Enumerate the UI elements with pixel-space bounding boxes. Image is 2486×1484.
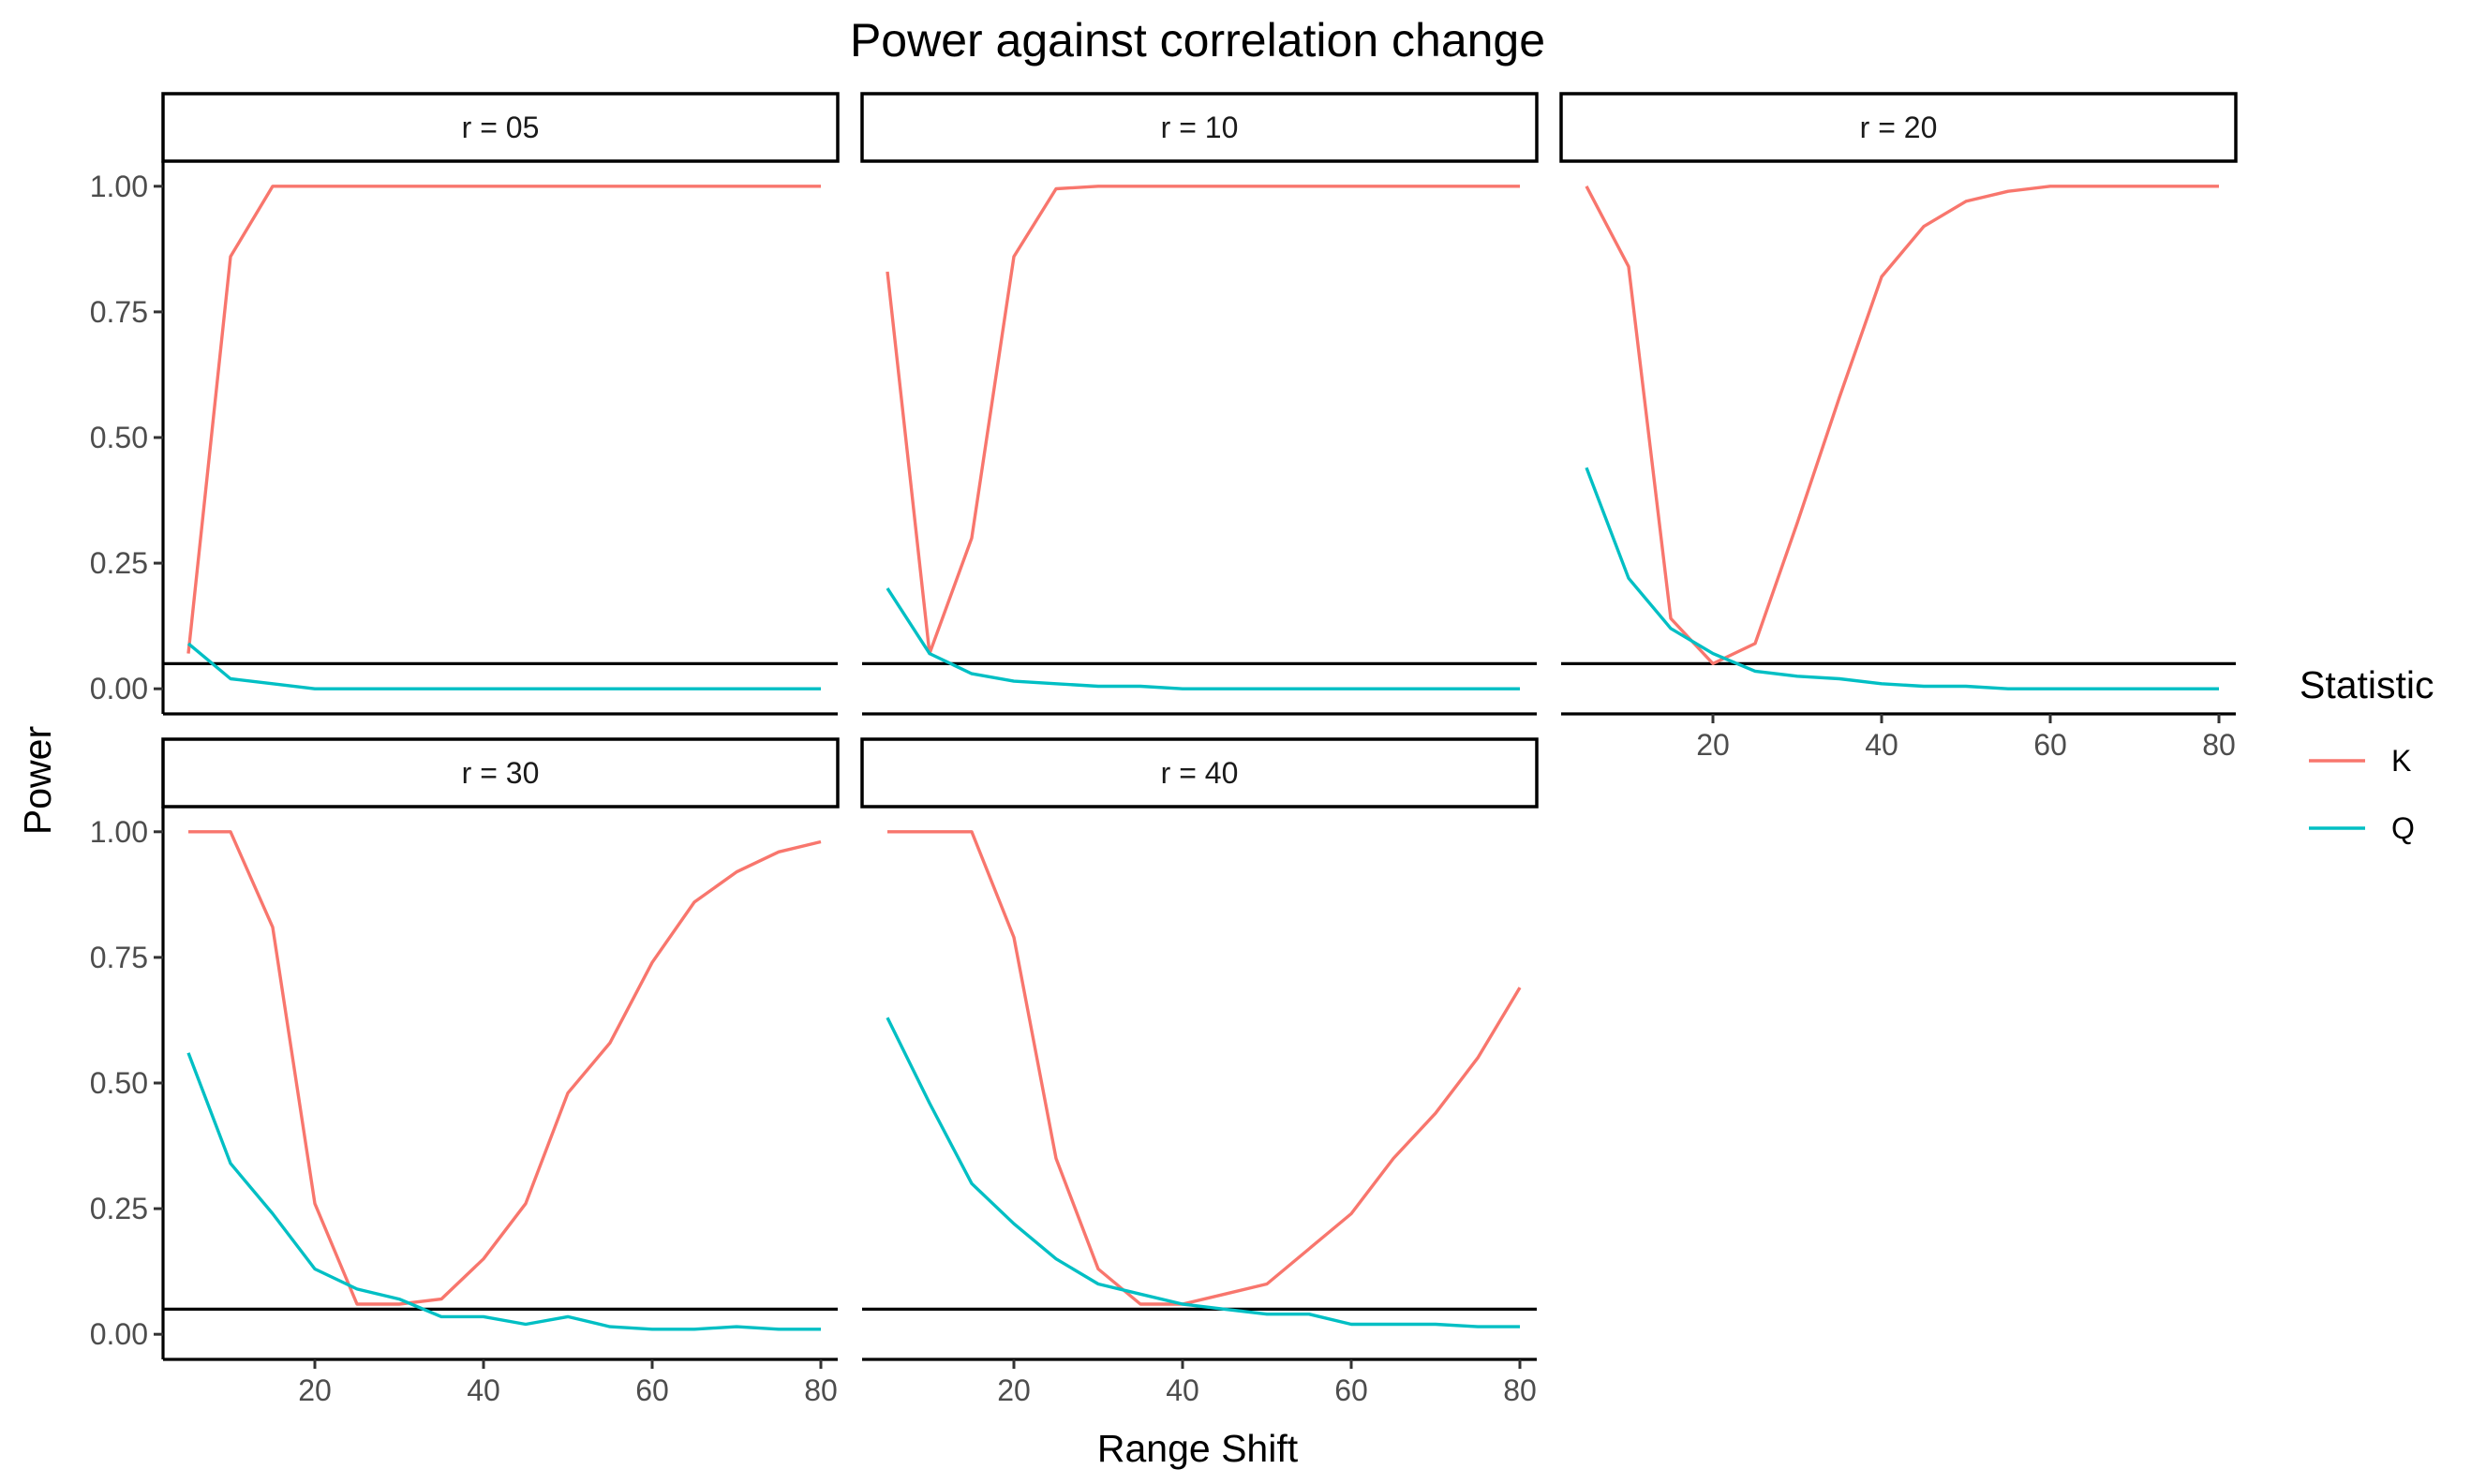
series-line-k [1585, 185, 2219, 666]
series-line-k [886, 185, 1520, 656]
y-tick-label: 0.50 [90, 421, 148, 454]
series-line-q [886, 1017, 1520, 1328]
panel-3: r = 20 20 40 60 80 [1559, 92, 2238, 762]
panel-strip-label: r = 30 [462, 756, 540, 790]
panel-strip-label: r = 20 [1860, 111, 1938, 144]
panel-strip [161, 92, 840, 163]
y-axis-title: Power [16, 726, 59, 835]
x-tick-label: 60 [1334, 1373, 1368, 1407]
series-line-q [1585, 467, 2219, 690]
y-tick-label: 0.00 [90, 1317, 148, 1351]
panel-1: r = 05 0.00 0.25 0.50 0.75 1.00 [90, 92, 840, 716]
x-tick-label: 60 [635, 1373, 669, 1407]
x-tick-label: 40 [1166, 1373, 1199, 1407]
y-tick-label: 1.00 [90, 170, 148, 203]
legend-label-q: Q [2391, 811, 2415, 845]
x-tick-label: 80 [1503, 1373, 1537, 1407]
series-line-q [886, 586, 1520, 690]
x-tick-label: 20 [298, 1373, 332, 1407]
legend-items: KQ [2309, 744, 2415, 845]
x-tick-label: 20 [1696, 728, 1730, 762]
panel-strip-label: r = 40 [1161, 756, 1239, 790]
legend: Statistic KQ [2300, 663, 2434, 845]
y-tick-label: 0.00 [90, 672, 148, 705]
legend-title: Statistic [2300, 663, 2434, 706]
x-tick-label: 80 [2202, 728, 2236, 762]
panel-5: r = 40 20 40 60 80 [860, 737, 1539, 1407]
y-tick-label: 1.00 [90, 815, 148, 849]
panel-strip-label: r = 05 [462, 111, 540, 144]
y-tick-label: 0.75 [90, 941, 148, 974]
panel-2: r = 10 [860, 92, 1539, 716]
x-tick-label: 80 [804, 1373, 838, 1407]
series-line-k [188, 830, 822, 1306]
legend-label-k: K [2391, 744, 2411, 778]
panel-strip [161, 737, 840, 809]
y-tick-label: 0.25 [90, 546, 148, 580]
y-tick-label: 0.75 [90, 295, 148, 329]
y-tick-label: 0.50 [90, 1066, 148, 1100]
panel-strip [1559, 92, 2238, 163]
panel-strip [860, 737, 1539, 809]
x-axis-title: Range Shift [1097, 1427, 1299, 1470]
panel-strip [860, 92, 1539, 163]
panel-strip-label: r = 10 [1161, 111, 1239, 144]
series-line-q [186, 1052, 821, 1331]
panels: r = 05 0.00 0.25 0.50 0.75 1.00 r = 10 r = 20 20… [90, 92, 2238, 1407]
x-tick-label: 40 [1865, 728, 1898, 762]
x-tick-label: 60 [2033, 728, 2067, 762]
chart-title: Power against correlation change [850, 14, 1545, 67]
series-line-k [186, 185, 821, 654]
panel-4: r = 30 0.00 0.25 0.50 0.75 1.00 20 40 60 80 [90, 737, 840, 1407]
x-tick-label: 40 [467, 1373, 500, 1407]
series-line-k [887, 830, 1522, 1306]
series-line-q [186, 642, 821, 690]
x-tick-label: 20 [997, 1373, 1031, 1407]
y-tick-label: 0.25 [90, 1192, 148, 1225]
